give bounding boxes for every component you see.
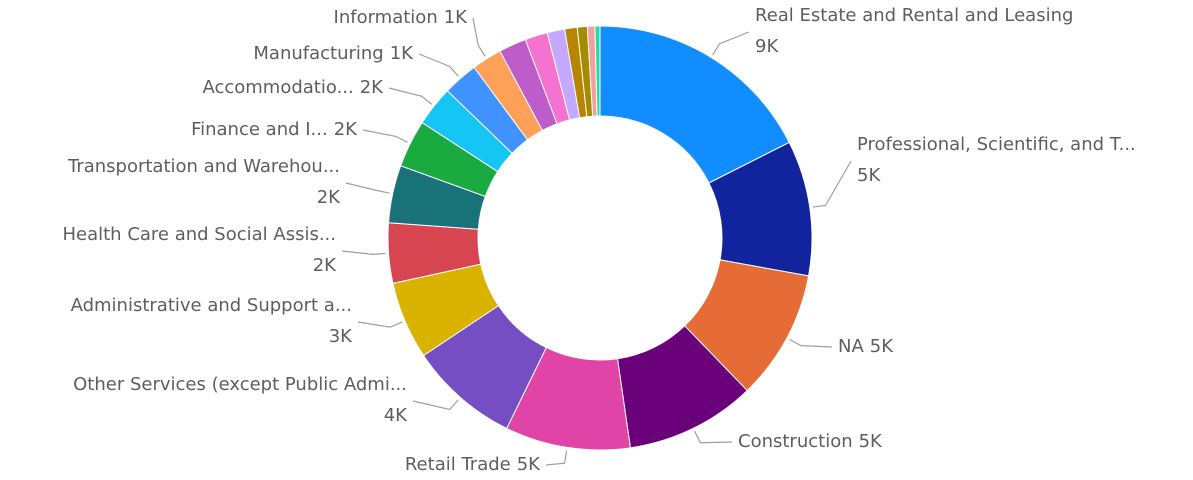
data-label: Transportation and Warehou... 2K (67, 156, 341, 208)
data-label: Professional, Scientific, and T... 5K (857, 134, 1136, 186)
leader-line (345, 182, 390, 194)
data-label: Manufacturing 1K (253, 43, 414, 64)
label-value: 5K (859, 431, 883, 452)
label-value: 4K (384, 405, 408, 426)
label-value: 5K (857, 165, 881, 186)
label-value: 1K (390, 43, 414, 64)
leader-line (412, 399, 459, 411)
donut-slice (599, 25, 790, 184)
label-category: Administrative and Support a... (71, 295, 352, 316)
leader-line (694, 430, 733, 444)
label-value: 5K (517, 454, 541, 475)
data-label: Finance and I... 2K (191, 119, 358, 140)
leader-line (812, 160, 852, 208)
data-label: NA 5K (838, 336, 894, 357)
label-category: Real Estate and Rental and Leasing (755, 5, 1073, 26)
label-category: NA (838, 336, 864, 357)
leader-line (789, 338, 833, 348)
label-value: 2K (334, 119, 358, 140)
label-category: Transportation and Warehou... (67, 156, 340, 177)
label-category: Retail Trade (405, 454, 511, 475)
label-value: 5K (870, 336, 894, 357)
donut-slice (594, 25, 601, 117)
label-value: 2K (313, 255, 337, 276)
label-value: 9K (755, 36, 779, 57)
label-category: Information (334, 7, 438, 28)
data-label: Real Estate and Rental and Leasing 9K (755, 5, 1073, 57)
label-category: Professional, Scientific, and T... (857, 134, 1136, 155)
data-label: Construction 5K (738, 431, 883, 452)
leader-line (472, 17, 486, 57)
label-category: Finance and I... (191, 119, 328, 140)
leader-line (418, 53, 459, 77)
label-value: 2K (317, 187, 341, 208)
data-label: Accommodatio... 2K (202, 77, 384, 98)
label-value: 1K (444, 7, 468, 28)
leader-line (388, 87, 433, 105)
data-label: Health Care and Social Assis... 2K (62, 224, 337, 276)
data-label: Information 1K (334, 7, 469, 28)
leader-line (362, 129, 408, 143)
label-category: Accommodatio... (202, 77, 353, 98)
label-value: 3K (329, 326, 353, 347)
label-category: Health Care and Social Assis... (62, 224, 336, 245)
data-label: Other Services (except Public Admi... 4K (73, 374, 408, 426)
label-category: Construction (738, 431, 853, 452)
leader-line (545, 450, 568, 466)
leader-line (341, 250, 386, 255)
data-label: Retail Trade 5K (405, 454, 541, 475)
leader-line (712, 31, 750, 56)
label-value: 2K (360, 77, 384, 98)
leader-line (357, 321, 403, 328)
label-category: Other Services (except Public Admi... (73, 374, 407, 395)
label-category: Manufacturing (253, 43, 383, 64)
data-label: Administrative and Support a... 3K (71, 295, 354, 347)
